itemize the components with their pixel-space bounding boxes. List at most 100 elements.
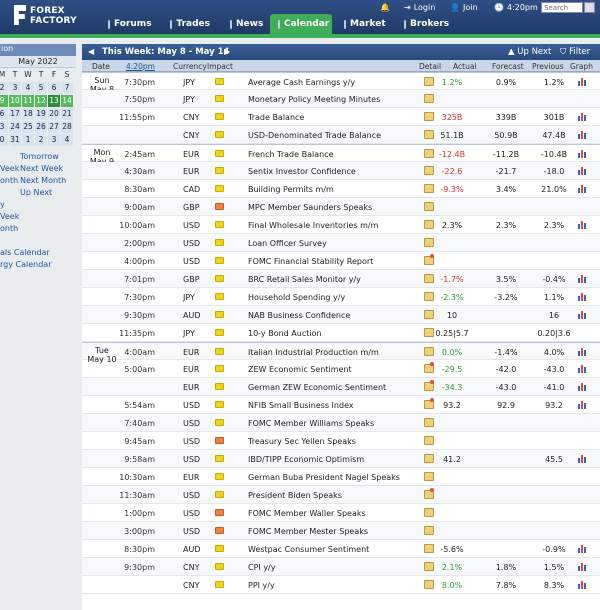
calendar-day[interactable]: 24: [9, 121, 21, 133]
detail-folder-icon[interactable]: [424, 418, 434, 427]
bell-icon[interactable]: 🔔: [380, 3, 390, 12]
graph-icon[interactable]: [578, 292, 588, 301]
event-row[interactable]: 9:45am USD Treasury Sec Yellen Speaks: [82, 432, 600, 450]
event-row[interactable]: CNY PPI y/y 8.0% 7.8% 8.3%: [82, 576, 600, 594]
graph-icon[interactable]: [578, 347, 588, 356]
detail-folder-icon[interactable]: [424, 562, 434, 571]
sidebar-link[interactable]: als Calendar: [0, 248, 50, 257]
tab-market[interactable]: Market: [336, 14, 392, 34]
event-row[interactable]: CNY USD-Denominated Trade Balance 51.1B 50.…: [82, 126, 600, 144]
calendar-day[interactable]: 2: [35, 134, 47, 146]
tab-news[interactable]: News: [222, 14, 266, 34]
sidebar-link[interactable]: Next Month: [20, 176, 67, 185]
event-row[interactable]: 7:40am USD FOMC Member Williams Speaks: [82, 414, 600, 432]
sidebar-link[interactable]: Tomorrow: [20, 152, 59, 161]
calendar-day[interactable]: 0: [0, 134, 8, 146]
sidebar-link[interactable]: Veek: [0, 164, 20, 173]
calendar-day[interactable]: 1: [22, 134, 34, 146]
event-row[interactable]: 9:30pm CNY CPI y/y 2.1% 1.8% 1.5%: [82, 558, 600, 576]
detail-folder-icon[interactable]: [424, 362, 434, 373]
event-row[interactable]: 10:00am USD Final Wholesale Inventories m/…: [82, 216, 600, 234]
calendar-day[interactable]: 13: [48, 95, 60, 107]
graph-icon[interactable]: [578, 220, 588, 229]
event-row[interactable]: 1:00pm USD FOMC Member Waller Speaks: [82, 504, 600, 522]
calendar-day[interactable]: 3: [9, 82, 21, 94]
graph-icon[interactable]: [578, 166, 588, 175]
graph-icon[interactable]: [578, 382, 588, 391]
event-row[interactable]: 7:50pm JPY Monetary Policy Meeting Minutes: [82, 90, 600, 108]
calendar-day[interactable]: 20: [48, 108, 60, 120]
calendar-day[interactable]: 27: [48, 121, 60, 133]
detail-folder-icon[interactable]: [424, 580, 434, 589]
graph-icon[interactable]: [578, 454, 588, 463]
detail-folder-icon[interactable]: [424, 488, 434, 499]
forex-factory-logo[interactable]: FOREX FACTORY: [14, 5, 84, 29]
detail-folder-icon[interactable]: [424, 310, 434, 319]
detail-folder-icon[interactable]: [424, 508, 434, 517]
up-next-button[interactable]: ▲ Up Next: [508, 47, 552, 57]
event-row[interactable]: 11:30am USD President Biden Speaks: [82, 486, 600, 504]
calendar-day[interactable]: 5: [35, 82, 47, 94]
calendar-day[interactable]: 9: [0, 95, 8, 107]
tab-calendar[interactable]: Calendar: [270, 14, 332, 34]
event-row[interactable]: 11:35pm JPY 10-y Bond Auction 0.25|5.7 0.20|…: [82, 324, 600, 342]
event-row[interactable]: MonMay 9 2:45am EUR French Trade Balance -12…: [82, 144, 600, 166]
graph-icon[interactable]: [578, 544, 588, 553]
event-row[interactable]: 9:30pm AUD NAB Business Confidence 10 16: [82, 306, 600, 324]
detail-folder-icon[interactable]: [424, 220, 434, 229]
tab-brokers[interactable]: Brokers: [396, 14, 452, 34]
calendar-day[interactable]: 28: [61, 121, 73, 133]
calendar-day[interactable]: 11: [22, 95, 34, 107]
detail-folder-icon[interactable]: [424, 454, 434, 463]
calendar-day[interactable]: 3: [48, 134, 60, 146]
detail-folder-icon[interactable]: [424, 380, 434, 391]
detail-folder-icon[interactable]: [424, 166, 434, 175]
graph-icon[interactable]: [578, 400, 588, 409]
event-row[interactable]: 8:30pm AUD Westpac Consumer Sentiment -5.6%…: [82, 540, 600, 558]
detail-folder-icon[interactable]: [424, 238, 434, 247]
detail-folder-icon[interactable]: [424, 398, 434, 409]
detail-folder-icon[interactable]: [424, 347, 434, 356]
mini-calendar-month[interactable]: May 2022: [0, 56, 76, 68]
event-row[interactable]: 5:54am USD NFIB Small Business Index 93.2 92…: [82, 396, 600, 414]
graph-icon[interactable]: [578, 562, 588, 571]
calendar-day[interactable]: 3: [0, 121, 8, 133]
graph-icon[interactable]: [578, 580, 588, 589]
graph-icon[interactable]: [578, 112, 588, 121]
detail-folder-icon[interactable]: [424, 202, 434, 211]
calendar-day[interactable]: 4: [61, 134, 73, 146]
sidebar-link[interactable]: onth: [0, 224, 19, 233]
calendar-day[interactable]: 6: [48, 82, 60, 94]
graph-icon[interactable]: [578, 130, 588, 139]
event-row[interactable]: 8:30am CAD Building Permits m/m -9.3% 3.4% 21…: [82, 180, 600, 198]
tab-forums[interactable]: Forums: [100, 14, 158, 34]
calendar-day[interactable]: 10: [9, 95, 21, 107]
detail-folder-icon[interactable]: [424, 94, 434, 103]
sidebar-link[interactable]: Next Week: [20, 164, 64, 173]
graph-icon[interactable]: [578, 77, 588, 86]
login-link[interactable]: ⇥ Login: [404, 3, 436, 12]
event-row[interactable]: 9:00am GBP MPC Member Saunders Speaks: [82, 198, 600, 216]
sidebar-link[interactable]: Up Next: [20, 188, 53, 197]
next-week-arrow-icon[interactable]: ▶: [224, 47, 231, 56]
event-row[interactable]: 4:30am EUR Sentix Investor Confidence -22.6…: [82, 162, 600, 180]
event-row[interactable]: EUR German ZEW Economic Sentiment -34.3 -43…: [82, 378, 600, 396]
graph-icon[interactable]: [578, 184, 588, 193]
calendar-day[interactable]: 26: [35, 121, 47, 133]
calendar-day[interactable]: 6: [0, 108, 8, 120]
event-row[interactable]: 10:30am EUR German Buba President Nagel Sp…: [82, 468, 600, 486]
sidebar-link[interactable]: Veek: [0, 212, 20, 221]
calendar-day[interactable]: 17: [9, 108, 21, 120]
detail-folder-icon[interactable]: [424, 436, 434, 445]
detail-folder-icon[interactable]: [424, 254, 434, 265]
calendar-day[interactable]: 31: [9, 134, 21, 146]
calendar-day[interactable]: 7: [61, 82, 73, 94]
calendar-day[interactable]: 21: [61, 108, 73, 120]
detail-folder-icon[interactable]: [424, 292, 434, 301]
calendar-day[interactable]: 2: [0, 82, 8, 94]
event-row[interactable]: 3:00pm USD FOMC Member Mester Speaks: [82, 522, 600, 540]
graph-icon[interactable]: [578, 274, 588, 283]
detail-folder-icon[interactable]: [424, 184, 434, 193]
sidebar-link[interactable]: y: [0, 200, 5, 209]
graph-icon[interactable]: [578, 364, 588, 373]
